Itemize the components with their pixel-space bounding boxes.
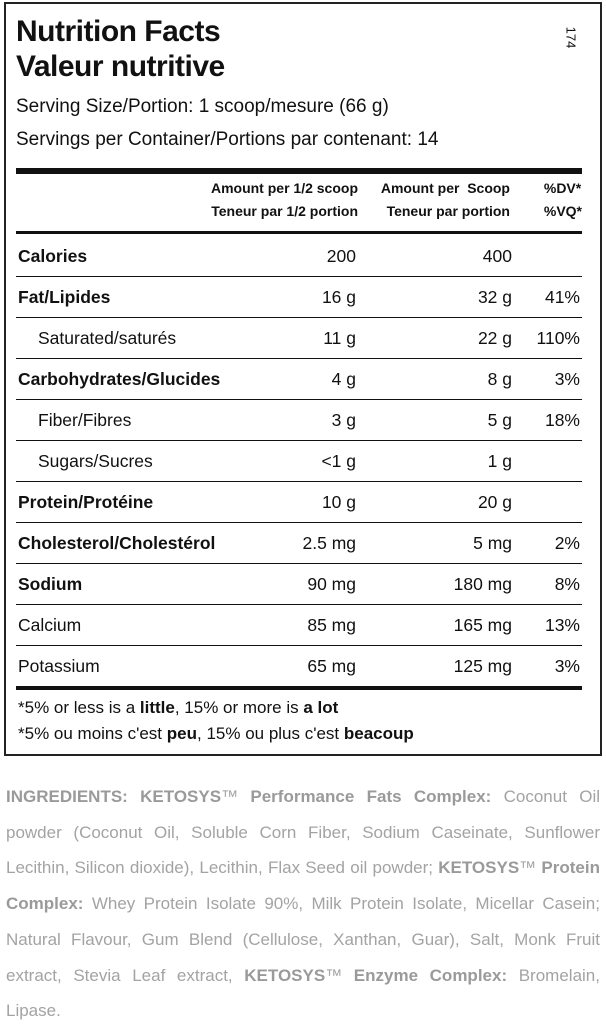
header-line: %DV* <box>543 180 582 196</box>
text: ™ <box>519 858 542 878</box>
text: ™ <box>325 965 354 985</box>
rule <box>16 686 582 690</box>
nutrient-name: Calcium <box>18 615 82 635</box>
amount: 18% <box>544 410 580 430</box>
nutrient-name: Calories <box>18 246 88 266</box>
text: a lot <box>303 698 339 717</box>
nutrient-name: Protein/Protéine <box>18 492 154 512</box>
amount: 13% <box>544 615 580 635</box>
amount: 16 g <box>321 287 356 307</box>
amount: 20 g <box>477 492 512 512</box>
text: ™ <box>221 787 251 806</box>
rule <box>16 168 582 174</box>
amount: 4 g <box>331 369 356 389</box>
amount: 3 g <box>331 410 356 430</box>
header-line: Teneur par portion <box>386 203 510 219</box>
amount: 90 mg <box>307 574 356 594</box>
amount: 125 mg <box>453 656 512 676</box>
amount: 400 <box>482 246 512 266</box>
amount: 180 mg <box>453 574 512 594</box>
amount: 2% <box>554 533 580 553</box>
text: Enzyme Complex: <box>353 965 508 985</box>
text: Coconut Oil powder (Coconut Oil, Soluble… <box>6 787 600 878</box>
amount: 41% <box>544 287 580 307</box>
amount: 3% <box>554 656 580 676</box>
nutrient-name: Sodium <box>18 574 83 594</box>
table-row: Potassium 65 mg 125 mg 3% <box>16 646 582 686</box>
text: KETOSYS <box>438 858 520 878</box>
amount: 3% <box>554 369 580 389</box>
text: INGREDIENTS: KETOSYS <box>6 787 222 806</box>
column-header: Amount per Scoop Teneur par portion <box>381 177 510 223</box>
table-row: Calories 200 400 <box>16 236 582 277</box>
table-row: Protein/Protéine 10 g 20 g <box>16 482 582 523</box>
header-line: Teneur par 1/2 portion <box>211 203 358 219</box>
text: Whey Protein Isolate 90%, Milk Protein I… <box>6 894 600 985</box>
table-row: Carbohydrates/Glucides 4 g 8 g 3% <box>16 359 582 400</box>
amount: 65 mg <box>307 656 356 676</box>
text: beacoup <box>343 724 414 743</box>
amount: 165 mg <box>453 615 512 635</box>
code: 174 <box>563 26 579 49</box>
nutrient-name: Cholesterol/Cholestérol <box>18 533 216 553</box>
text: Protein Complex: <box>6 858 600 914</box>
header-line: %VQ* <box>543 203 582 219</box>
nutrient-name: Carbohydrates/Glucides <box>18 369 221 389</box>
text: Bromelain, Lipase. <box>6 965 600 1021</box>
amount: 8% <box>554 574 580 594</box>
nutrient-name: Fiber/Fibres <box>38 410 132 430</box>
text: KETOSYS <box>244 965 326 985</box>
amount: 10 g <box>321 492 356 512</box>
amount: <1 g <box>321 451 356 471</box>
table-row: Sugars/Sucres <1 g 1 g <box>16 441 582 482</box>
table-row: Calcium 85 mg 165 mg 13% <box>16 605 582 646</box>
title: Nutrition Facts <box>16 15 221 48</box>
table-row: Cholesterol/Cholestérol 2.5 mg 5 mg 2% <box>16 523 582 564</box>
column-header: Amount per 1/2 scoop Teneur par 1/2 porti… <box>211 177 358 223</box>
amount: 32 g <box>477 287 512 307</box>
nutrient-name: Potassium <box>18 656 100 676</box>
amount: 200 <box>326 246 356 266</box>
header-line: Amount per Scoop <box>380 180 510 196</box>
serving: Servings per Container/Portions par cont… <box>16 129 439 150</box>
amount: 5 g <box>487 410 512 430</box>
amount: 85 mg <box>307 615 356 635</box>
text: peu <box>166 724 197 743</box>
amount: 8 g <box>487 369 512 389</box>
amount: 5 mg <box>473 533 512 553</box>
footnote: *5% or less is a little, 15% or more is … <box>18 695 338 721</box>
text: , 15% or more is <box>174 698 304 717</box>
table-row: Fiber/Fibres 3 g 5 g 18% <box>16 400 582 441</box>
text: , 15% ou plus c'est <box>197 724 344 743</box>
rule <box>16 231 582 234</box>
text: *5% or less is a <box>18 698 140 717</box>
amount: 2.5 mg <box>302 533 357 553</box>
label-box <box>4 2 602 756</box>
amount: 11 g <box>323 328 356 348</box>
text: little <box>139 698 175 717</box>
text: Performance Fats Complex: <box>250 787 492 806</box>
nutrient-name: Fat/Lipides <box>18 287 111 307</box>
amount: 1 g <box>487 451 512 471</box>
nutrient-name: Saturated/saturés <box>38 328 177 348</box>
table-row: Saturated/saturés 11 g 22 g 110% <box>16 318 582 359</box>
nutrient-name: Sugars/Sucres <box>38 451 153 471</box>
header-line: Amount per 1/2 scoop <box>210 180 358 196</box>
amount: 22 g <box>477 328 512 348</box>
title: Valeur nutritive <box>16 50 225 83</box>
table-row: Sodium 90 mg 180 mg 8% <box>16 564 582 605</box>
text: *5% ou moins c'est <box>18 724 167 743</box>
footnote: *5% ou moins c'est peu, 15% ou plus c'es… <box>18 721 414 747</box>
amount: 110% <box>536 328 580 348</box>
table-row: Fat/Lipides 16 g 32 g 41% <box>16 277 582 318</box>
ingredients: INGREDIENTS: KETOSYS™ Performance Fats C… <box>6 779 600 1029</box>
column-header: %DV* %VQ* <box>544 177 582 223</box>
serving: Serving Size/Portion: 1 scoop/mesure (66… <box>16 96 389 117</box>
